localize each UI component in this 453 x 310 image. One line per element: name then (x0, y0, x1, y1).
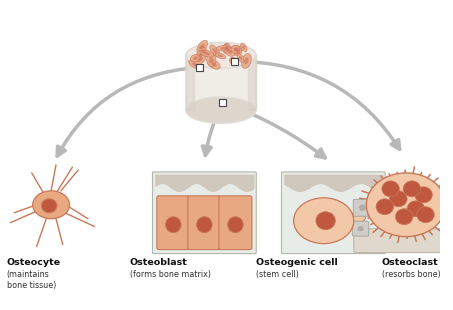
FancyArrowPatch shape (226, 103, 325, 158)
Ellipse shape (216, 46, 230, 51)
Ellipse shape (212, 48, 217, 54)
Ellipse shape (220, 47, 226, 50)
Ellipse shape (186, 42, 256, 69)
Ellipse shape (241, 53, 251, 69)
Ellipse shape (234, 48, 239, 51)
Bar (219, 99, 226, 106)
Ellipse shape (208, 60, 220, 69)
Ellipse shape (244, 58, 249, 64)
Ellipse shape (200, 44, 205, 50)
Ellipse shape (390, 191, 407, 207)
Ellipse shape (194, 54, 206, 65)
Text: (forms bone matrix): (forms bone matrix) (130, 271, 211, 280)
Ellipse shape (415, 187, 432, 203)
Bar (196, 64, 203, 71)
Ellipse shape (231, 46, 242, 54)
Ellipse shape (242, 45, 245, 49)
Ellipse shape (197, 40, 207, 53)
Text: (resorbs bone): (resorbs bone) (382, 271, 441, 280)
Ellipse shape (316, 212, 335, 230)
Ellipse shape (193, 56, 198, 60)
FancyArrowPatch shape (237, 61, 400, 149)
Ellipse shape (231, 59, 235, 62)
Ellipse shape (166, 217, 181, 232)
Ellipse shape (239, 56, 242, 60)
Ellipse shape (395, 209, 413, 225)
Text: Osteoclast: Osteoclast (382, 258, 439, 267)
Ellipse shape (190, 54, 200, 62)
Ellipse shape (196, 51, 205, 60)
FancyBboxPatch shape (153, 172, 256, 254)
Ellipse shape (211, 62, 217, 67)
Ellipse shape (204, 52, 210, 55)
FancyBboxPatch shape (157, 196, 190, 250)
FancyBboxPatch shape (354, 229, 453, 253)
Ellipse shape (236, 50, 240, 54)
Ellipse shape (407, 201, 424, 217)
Ellipse shape (199, 46, 208, 57)
Ellipse shape (201, 50, 214, 57)
Bar (231, 58, 238, 65)
Ellipse shape (359, 205, 366, 211)
Ellipse shape (241, 43, 247, 51)
Text: Osteogenic cell: Osteogenic cell (256, 258, 337, 267)
FancyBboxPatch shape (353, 199, 371, 216)
FancyArrowPatch shape (202, 105, 222, 155)
FancyBboxPatch shape (188, 196, 221, 250)
Ellipse shape (382, 181, 400, 197)
Ellipse shape (41, 199, 57, 213)
Ellipse shape (198, 53, 202, 57)
Ellipse shape (210, 45, 220, 57)
Ellipse shape (198, 57, 203, 62)
Ellipse shape (233, 47, 242, 56)
Ellipse shape (237, 53, 244, 63)
FancyBboxPatch shape (352, 221, 369, 236)
Ellipse shape (188, 60, 201, 69)
Ellipse shape (234, 47, 237, 51)
Ellipse shape (207, 54, 216, 67)
Ellipse shape (229, 57, 237, 64)
Ellipse shape (222, 44, 231, 54)
Ellipse shape (227, 50, 232, 54)
Ellipse shape (294, 198, 354, 244)
Ellipse shape (186, 97, 256, 123)
Ellipse shape (228, 217, 243, 232)
Ellipse shape (376, 199, 394, 215)
Ellipse shape (202, 49, 206, 54)
Ellipse shape (215, 53, 226, 59)
FancyBboxPatch shape (219, 196, 252, 250)
Ellipse shape (225, 47, 229, 51)
Ellipse shape (357, 226, 364, 231)
Ellipse shape (226, 46, 228, 51)
Ellipse shape (417, 207, 434, 223)
Ellipse shape (403, 181, 421, 197)
Text: (maintains
bone tissue): (maintains bone tissue) (6, 271, 56, 290)
FancyArrowPatch shape (57, 68, 197, 156)
Ellipse shape (192, 63, 198, 67)
Ellipse shape (366, 173, 446, 237)
Ellipse shape (224, 43, 230, 53)
Ellipse shape (224, 47, 235, 56)
Text: Osteoblast: Osteoblast (130, 258, 188, 267)
Ellipse shape (197, 217, 212, 232)
FancyBboxPatch shape (281, 172, 385, 254)
Text: Osteocyte: Osteocyte (6, 258, 61, 267)
FancyBboxPatch shape (186, 55, 256, 110)
Ellipse shape (218, 55, 223, 57)
Text: (stem cell): (stem cell) (256, 271, 299, 280)
Ellipse shape (209, 57, 213, 63)
Ellipse shape (231, 45, 240, 54)
Ellipse shape (33, 191, 70, 219)
Ellipse shape (348, 213, 366, 223)
